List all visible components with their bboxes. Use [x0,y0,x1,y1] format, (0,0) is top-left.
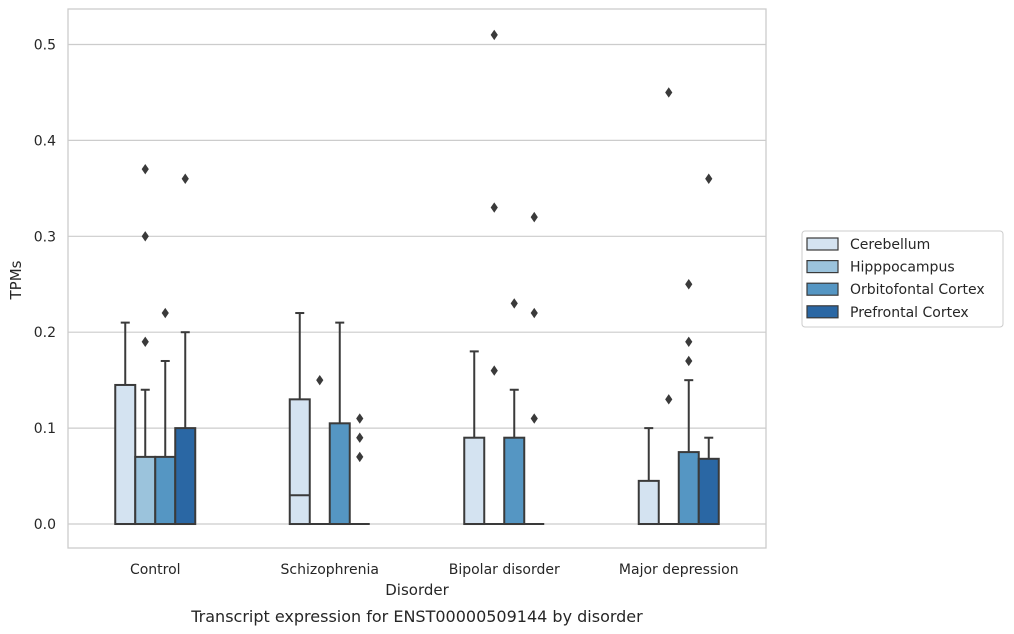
outlier-point [161,307,169,319]
y-axis-title: TPMs [7,260,25,300]
y-tick-label: 0.3 [34,229,56,245]
x-tick-label: Schizophrenia [281,562,379,578]
outlier-point [356,413,364,424]
box-cerebellum [114,321,137,526]
box-hipppocampus [658,87,679,526]
box-orbitofontal-cortex [328,321,351,526]
box-prefrontal-cortex [697,173,720,526]
box-iqr [677,451,700,526]
legend-label: Orbitofontal Cortex [850,282,985,298]
y-tick-label: 0.1 [34,421,56,437]
box-prefrontal-cortex [524,211,545,526]
box-iqr [503,436,526,526]
box-iqr [114,383,137,526]
outlier-point [685,355,693,367]
outlier-point [181,173,189,184]
legend-swatch [806,237,839,251]
box-iqr [174,427,197,526]
outlier-point [530,211,538,223]
outlier-point [141,231,149,242]
x-tick-label: Major depression [619,562,739,578]
outlier-point [530,307,538,319]
outlier-point [490,202,498,213]
box-iqr [463,436,486,526]
box-iqr [134,455,157,526]
box-iqr [328,422,351,526]
outlier-point [665,87,673,98]
box-orbitofontal-cortex [677,279,700,526]
plot-boxes [114,29,720,526]
box-cerebellum [637,427,660,526]
outlier-point [665,394,673,405]
x-tick-label: Bipolar disorder [449,562,560,578]
legend-label: Cerebellum [850,237,930,253]
box-hipppocampus [134,163,157,526]
x-axis-title: Disorder [385,581,449,599]
outlier-point [141,336,149,347]
legend-swatch [806,260,839,274]
outlier-point [510,298,518,309]
plot-frame [67,8,767,549]
outlier-point [356,451,364,463]
outlier-point [530,413,538,424]
legend: Cerebellum Hipppocampus Orbitofontal Corte… [801,230,1004,328]
outlier-point [685,279,693,290]
figure-caption: Transcript expression for ENST0000050914… [190,607,643,626]
outlier-point [316,374,324,386]
outlier-point [490,365,498,376]
legend-swatch [806,305,839,319]
outlier-point [490,29,498,41]
box-cerebellum [288,312,311,526]
box-iqr [288,398,311,526]
outlier-point [705,173,713,184]
outlier-point [685,336,693,347]
box-cerebellum [463,350,486,526]
y-tick-label: 0.0 [34,517,56,533]
y-tick-label: 0.4 [34,133,56,149]
box-prefrontal-cortex [349,413,370,526]
grid-lines [68,43,766,525]
box-iqr [697,457,720,526]
box-prefrontal-cortex [174,173,197,526]
outlier-point [141,163,149,175]
legend-label: Hipppocampus [850,260,955,276]
legend-swatch [806,282,839,296]
outlier-point [356,432,364,443]
legend-frame [801,230,1004,328]
y-tick-labels: 0.0 0.1 0.2 0.3 0.4 0.5 [34,37,56,533]
box-hipppocampus [309,374,330,526]
box-iqr [154,455,177,526]
y-tick-label: 0.2 [34,325,56,341]
legend-label: Prefrontal Cortex [850,305,969,321]
box-orbitofontal-cortex [503,298,526,526]
x-tick-labels: Control Schizophrenia Bipolar disorder Majo… [130,562,739,578]
x-tick-label: Control [130,562,181,578]
box-iqr [637,479,660,526]
y-tick-label: 0.5 [34,37,56,53]
box-orbitofontal-cortex [154,307,177,526]
box-hipppocampus [484,29,505,526]
